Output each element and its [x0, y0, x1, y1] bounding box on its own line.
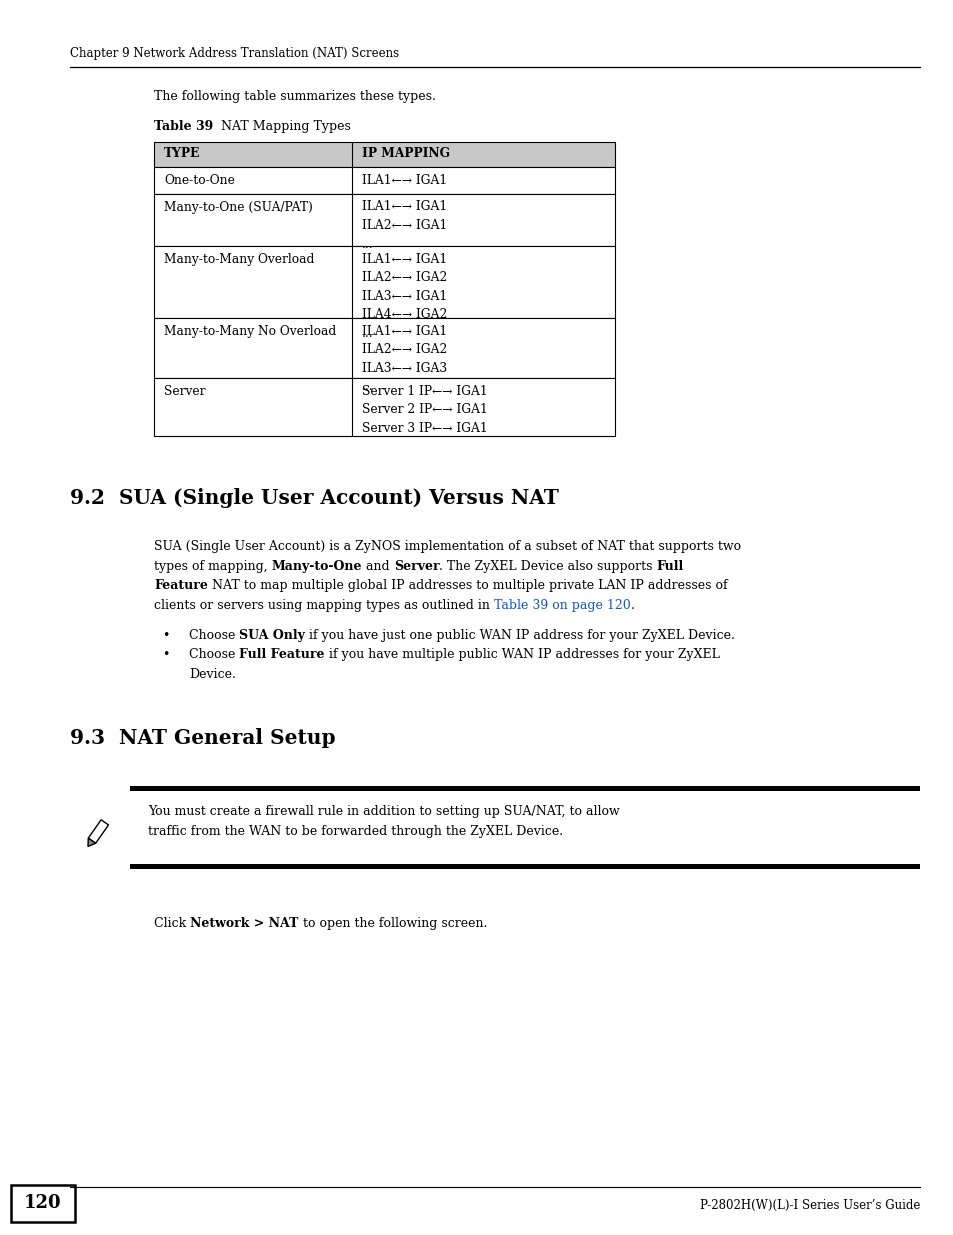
Text: Full: Full	[657, 559, 683, 573]
Text: .: .	[630, 599, 634, 611]
Text: Many-to-Many Overload: Many-to-Many Overload	[164, 252, 314, 266]
Text: 9.2  SUA (Single User Account) Versus NAT: 9.2 SUA (Single User Account) Versus NAT	[70, 488, 558, 508]
Text: if you have just one public WAN IP address for your ZyXEL Device.: if you have just one public WAN IP addre…	[305, 629, 735, 641]
Text: 9.3  NAT General Setup: 9.3 NAT General Setup	[70, 727, 335, 747]
Bar	[153, 317, 615, 378]
Text: Network > NAT: Network > NAT	[190, 918, 298, 930]
Text: P-2802H(W)(L)-I Series User’s Guide: P-2802H(W)(L)-I Series User’s Guide	[699, 1198, 919, 1212]
Text: SUA (Single User Account) is a ZyNOS implementation of a subset of NAT that supp: SUA (Single User Account) is a ZyNOS imp…	[153, 540, 740, 553]
Text: IP MAPPING: IP MAPPING	[362, 147, 450, 161]
Bar	[153, 378, 615, 436]
Text: The following table summarizes these types.: The following table summarizes these typ…	[153, 90, 436, 103]
Text: TYPE: TYPE	[164, 147, 200, 161]
Bar	[130, 863, 919, 869]
Text: ILA1←→ IGA1
ILA2←→ IGA2
ILA3←→ IGA1
ILA4←→ IGA2
...: ILA1←→ IGA1 ILA2←→ IGA2 ILA3←→ IGA1 ILA4…	[362, 252, 447, 340]
Text: NAT to map multiple global IP addresses to multiple private LAN IP addresses of: NAT to map multiple global IP addresses …	[208, 579, 727, 592]
Text: Server 1 IP←→ IGA1
Server 2 IP←→ IGA1
Server 3 IP←→ IGA1: Server 1 IP←→ IGA1 Server 2 IP←→ IGA1 Se…	[362, 384, 488, 435]
Text: One-to-One: One-to-One	[164, 173, 234, 186]
Text: ILA1←→ IGA1: ILA1←→ IGA1	[362, 173, 447, 186]
Text: Click: Click	[153, 918, 190, 930]
Text: •: •	[162, 648, 170, 661]
Text: Many-to-Many No Overload: Many-to-Many No Overload	[164, 325, 335, 337]
Text: ILA1←→ IGA1
ILA2←→ IGA1
...: ILA1←→ IGA1 ILA2←→ IGA1 ...	[362, 200, 447, 251]
Text: Many-to-One (SUA/PAT): Many-to-One (SUA/PAT)	[164, 200, 313, 214]
Text: Full Feature: Full Feature	[239, 648, 325, 661]
Bar	[153, 142, 615, 167]
Bar	[153, 194, 615, 246]
Text: and: and	[362, 559, 394, 573]
Text: You must create a firewall rule in addition to setting up SUA/NAT, to allow: You must create a firewall rule in addit…	[148, 805, 619, 818]
Text: Feature: Feature	[153, 579, 208, 592]
Text: •: •	[162, 629, 170, 641]
Text: types of mapping,: types of mapping,	[153, 559, 272, 573]
Bar	[153, 167, 615, 194]
FancyBboxPatch shape	[11, 1184, 75, 1221]
Text: to open the following screen.: to open the following screen.	[298, 918, 486, 930]
Text: NAT Mapping Types: NAT Mapping Types	[209, 120, 351, 133]
Text: if you have multiple public WAN IP addresses for your ZyXEL: if you have multiple public WAN IP addre…	[325, 648, 719, 661]
Bar	[153, 246, 615, 317]
Text: Many-to-One: Many-to-One	[272, 559, 362, 573]
Text: traffic from the WAN to be forwarded through the ZyXEL Device.: traffic from the WAN to be forwarded thr…	[148, 825, 562, 837]
Text: Server: Server	[164, 384, 205, 398]
Text: Table 39 on page 120: Table 39 on page 120	[494, 599, 630, 611]
Text: 120: 120	[24, 1194, 62, 1213]
Text: Chapter 9 Network Address Translation (NAT) Screens: Chapter 9 Network Address Translation (N…	[70, 47, 398, 61]
Text: ILA1←→ IGA1
ILA2←→ IGA2
ILA3←→ IGA3
...: ILA1←→ IGA1 ILA2←→ IGA2 ILA3←→ IGA3 ...	[362, 325, 447, 393]
FancyBboxPatch shape	[89, 820, 109, 844]
Text: SUA Only: SUA Only	[239, 629, 305, 641]
Text: Device.: Device.	[189, 667, 235, 680]
Text: clients or servers using mapping types as outlined in: clients or servers using mapping types a…	[153, 599, 494, 611]
Bar	[130, 785, 919, 790]
Text: . The ZyXEL Device also supports: . The ZyXEL Device also supports	[439, 559, 657, 573]
Text: Server: Server	[394, 559, 439, 573]
Text: Table 39: Table 39	[153, 120, 213, 133]
Polygon shape	[88, 839, 95, 846]
Text: Choose: Choose	[189, 648, 239, 661]
Text: Choose: Choose	[189, 629, 239, 641]
